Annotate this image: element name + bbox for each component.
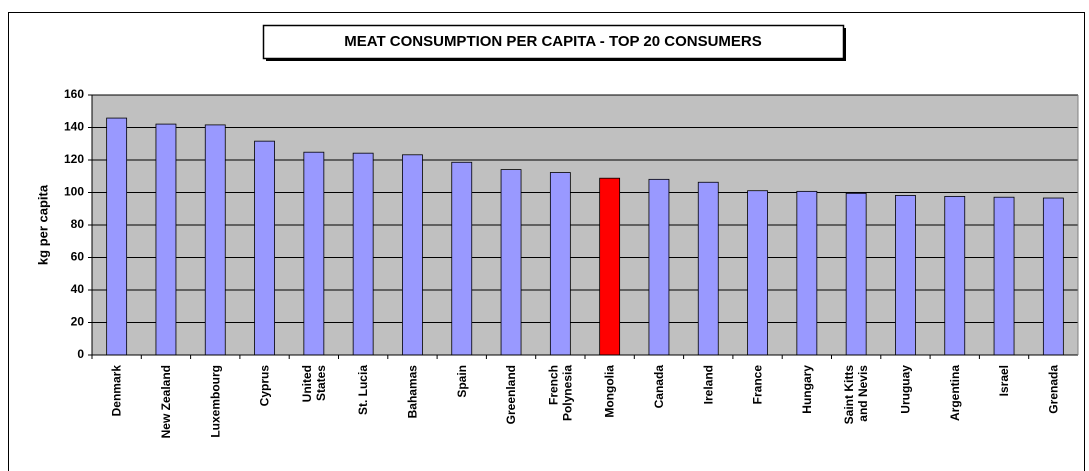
x-tick-label: St. Lucia	[356, 365, 370, 415]
bar	[697, 181, 719, 356]
bar	[549, 172, 571, 356]
bar	[451, 161, 473, 356]
x-tick-label: France	[751, 365, 765, 405]
bar	[303, 151, 325, 356]
y-tick-label: 160	[64, 87, 84, 101]
bar	[599, 177, 621, 356]
y-tick-label: 20	[71, 315, 85, 329]
bar	[895, 195, 916, 356]
bar	[1042, 197, 1064, 356]
bar	[648, 178, 670, 356]
x-tick-label: UnitedStates	[300, 365, 328, 403]
y-tick-label: 40	[71, 282, 85, 296]
bar	[796, 190, 818, 356]
bar	[845, 192, 867, 356]
bar	[500, 169, 522, 356]
x-tick-label: Mongolia	[603, 365, 617, 418]
x-tick-label: Canada	[652, 365, 666, 409]
x-tick-label: Cyprus	[258, 365, 272, 407]
x-tick-label: Israel	[997, 365, 1011, 396]
y-tick-label: 120	[64, 152, 84, 166]
x-tick-label: Grenada	[1046, 365, 1060, 414]
x-tick-label: Ireland	[701, 365, 715, 404]
x-tick-label: FrenchPolynesia	[546, 365, 574, 421]
x-tick-label: New Zealand	[159, 365, 173, 438]
x-tick-label: Greenland	[504, 365, 518, 424]
x-tick-label: Luxembourg	[208, 365, 222, 438]
y-tick-label: 140	[64, 120, 84, 134]
bar	[155, 123, 177, 356]
x-tick-label: Uruguay	[898, 365, 912, 414]
x-tick-label: Bahamas	[405, 365, 419, 419]
y-tick-label: 80	[71, 217, 85, 231]
bar	[352, 152, 374, 356]
bar	[106, 117, 128, 356]
bar	[747, 190, 768, 356]
y-tick-label: 60	[71, 250, 85, 264]
y-axis-label: kg per capita	[35, 184, 50, 265]
x-tick-label: Denmark	[110, 365, 124, 417]
bar	[944, 195, 966, 356]
x-tick-label: Saint Kittsand Nevis	[842, 365, 870, 425]
x-tick-label: Spain	[455, 365, 469, 398]
bar	[254, 140, 275, 356]
bar	[204, 124, 226, 356]
chart-title: MEAT CONSUMPTION PER CAPITA - TOP 20 CON…	[344, 33, 762, 50]
bar	[402, 154, 423, 356]
x-tick-label: Hungary	[800, 365, 814, 414]
y-tick-label: 100	[64, 185, 84, 199]
y-tick-label: 0	[77, 347, 84, 361]
title-box	[262, 24, 845, 60]
bar	[993, 196, 1015, 356]
x-tick-label: Argentina	[948, 365, 962, 421]
